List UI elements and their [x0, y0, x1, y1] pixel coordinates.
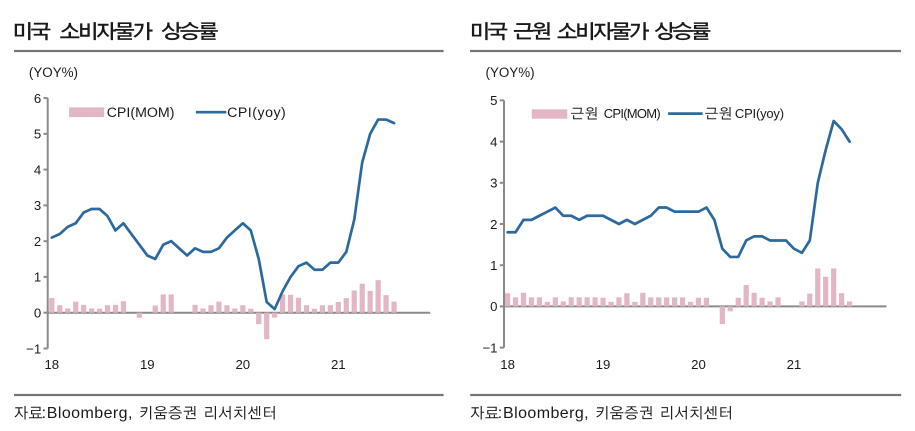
svg-text::: : [42, 405, 46, 422]
svg-text:0: 0 [34, 306, 41, 321]
svg-text:19: 19 [140, 357, 155, 372]
svg-text:1: 1 [490, 258, 497, 273]
svg-text:4: 4 [490, 134, 497, 149]
svg-text::: : [498, 405, 502, 422]
svg-text:Bloomberg,: Bloomberg, [503, 405, 589, 422]
svg-text:(YOY%): (YOY%) [486, 65, 535, 80]
svg-text:19: 19 [596, 357, 611, 372]
svg-text:21: 21 [787, 357, 802, 372]
svg-text:18: 18 [500, 357, 515, 372]
svg-text:2: 2 [34, 234, 41, 249]
svg-text:Bloomberg,: Bloomberg, [47, 405, 133, 422]
svg-text:0: 0 [490, 299, 497, 314]
svg-text:1: 1 [34, 270, 41, 285]
svg-text:CPI(yoy): CPI(yoy) [735, 106, 784, 121]
svg-text:5: 5 [34, 127, 41, 142]
svg-text:4: 4 [34, 162, 41, 177]
svg-text:CPI(yoy): CPI(yoy) [227, 105, 286, 121]
svg-text:5: 5 [490, 93, 497, 108]
svg-text:3: 3 [34, 198, 41, 213]
svg-text:CPI(MOM): CPI(MOM) [107, 105, 175, 121]
svg-text:2: 2 [490, 217, 497, 232]
svg-text:−1: −1 [482, 340, 497, 355]
svg-text:20: 20 [691, 357, 706, 372]
svg-text:3: 3 [490, 176, 497, 191]
svg-text:(YOY%): (YOY%) [29, 65, 78, 80]
svg-text:18: 18 [44, 357, 59, 372]
svg-text:6: 6 [34, 91, 41, 106]
svg-text:20: 20 [235, 357, 250, 372]
svg-text:CPI(MOM): CPI(MOM) [604, 106, 661, 121]
svg-text:21: 21 [331, 357, 346, 372]
svg-text:−1: −1 [26, 341, 41, 356]
